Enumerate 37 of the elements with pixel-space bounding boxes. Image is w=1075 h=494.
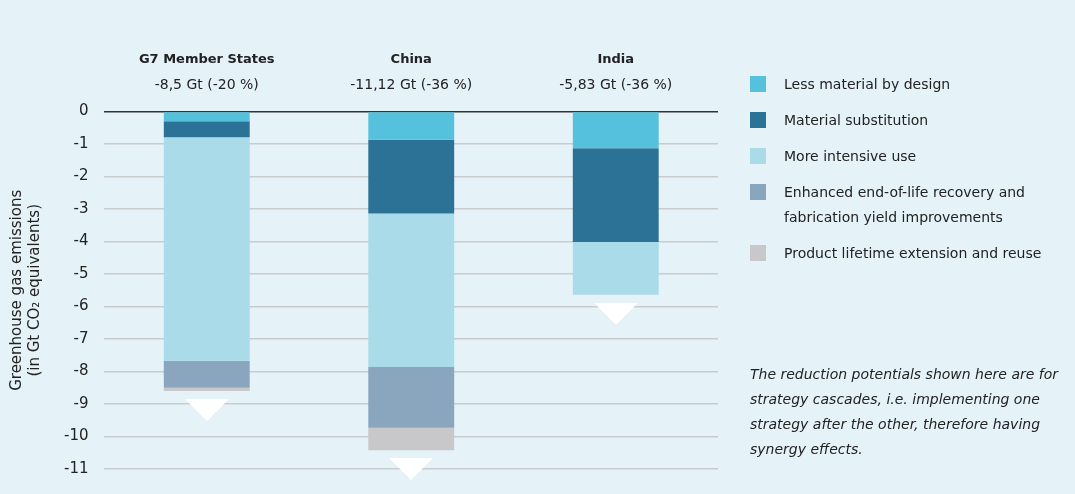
bar [163, 137, 250, 361]
legend-label: Product lifetime extension and reuse [784, 244, 1042, 263]
bar [163, 387, 250, 392]
text: -11,12 Gt (-36 %) [350, 76, 473, 93]
y-tick-label: -6 [73, 296, 89, 315]
y-tick-label: 0 [78, 101, 89, 120]
x-tick-label: India [597, 51, 635, 67]
bar [368, 139, 455, 214]
bar [368, 213, 455, 367]
y-tick-label: -11 [64, 458, 89, 477]
bar [163, 112, 250, 122]
bar [163, 121, 250, 138]
bar [572, 148, 659, 242]
y-axis-title: Greenhouse gas emissions (in Gt CO₂ equivalents) [6, 189, 43, 391]
bar [572, 241, 659, 295]
x-tick-label: G7 Member States [138, 51, 275, 67]
bar [163, 360, 250, 388]
x-tick-label: China [390, 51, 432, 67]
bar [572, 112, 659, 149]
legend-label: Material substitution [784, 111, 929, 130]
y-tick-label: -3 [73, 198, 89, 217]
y-tick-label: -4 [73, 231, 89, 250]
legend-label: Enhanced end-of-life recovery and fabrication yield improvements [784, 183, 1026, 227]
text: -5,83 Gt (-36 %) [559, 76, 673, 93]
y-tick-label: -1 [73, 133, 89, 152]
y-tick-label: -2 [73, 166, 89, 185]
text: -8,5 Gt (-20 %) [154, 76, 259, 93]
y-tick-label: -5 [73, 263, 89, 282]
y-tick-label: -10 [64, 426, 89, 445]
text: The reduction potentials shown here are for strategy cascades, i.e. implementing one strategy after the other, therefore having synergy effects. [750, 365, 1060, 459]
y-tick-label: -9 [73, 393, 89, 412]
legend-label: Less material by design [784, 75, 951, 94]
legend-label: More intensive use [784, 147, 917, 166]
y-tick-label: -7 [73, 328, 89, 347]
bar [368, 112, 455, 140]
bar [368, 366, 455, 428]
y-tick-label: -8 [73, 361, 89, 380]
